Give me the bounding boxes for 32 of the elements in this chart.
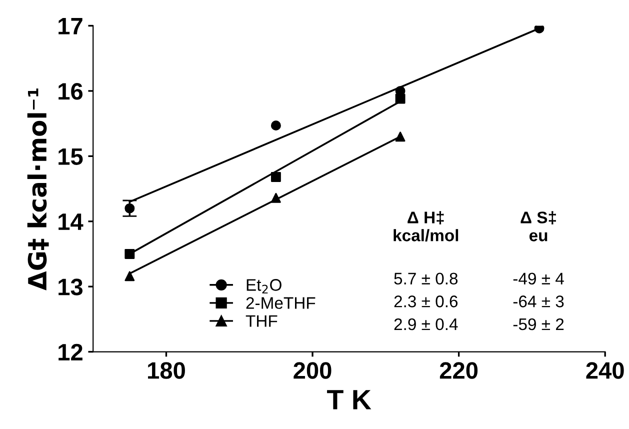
annotation: 2.9 ± 0.4: [394, 318, 458, 330]
annotation: Δ S‡ eu: [520, 211, 556, 242]
x-tick-label: 200: [294, 362, 332, 379]
x-tick-label: 180: [148, 362, 185, 379]
legend-label: Et$_{2}$O: [246, 279, 282, 294]
annotation: 2.3 ± 0.6: [394, 296, 458, 308]
point: [395, 94, 406, 104]
y-axis-title: ΔG‡ kcal·mol⁻¹: [27, 88, 49, 290]
x-tick-label: 240: [586, 362, 624, 379]
x-tick-label: 220: [440, 362, 478, 379]
point: [270, 172, 281, 182]
point: [534, 26, 544, 34]
y-tick-label: 16: [58, 83, 83, 100]
y-tick-label: 14: [58, 214, 84, 230]
point: [270, 192, 281, 203]
point: [124, 203, 135, 214]
point: [270, 120, 281, 130]
point: [124, 248, 135, 259]
y-tick-label: 17: [58, 18, 82, 34]
annotation: Δ H‡ kcal/mol: [394, 211, 458, 242]
point: [124, 271, 135, 282]
legend-label: 2-MeTHF: [246, 297, 316, 309]
annotation: 5.7 ± 0.8: [394, 272, 458, 285]
point: [395, 132, 406, 142]
annotation: -64 ± 3: [513, 296, 564, 308]
annotation: -59 ± 2: [513, 318, 564, 330]
x-axis-title: T K: [327, 390, 372, 410]
legend-label: THF: [246, 315, 278, 327]
y-tick-label: 13: [58, 278, 83, 296]
y-tick-label: 12: [58, 344, 82, 360]
annotation: -49 ± 4: [513, 272, 564, 285]
y-tick-label: 15: [58, 148, 83, 165]
